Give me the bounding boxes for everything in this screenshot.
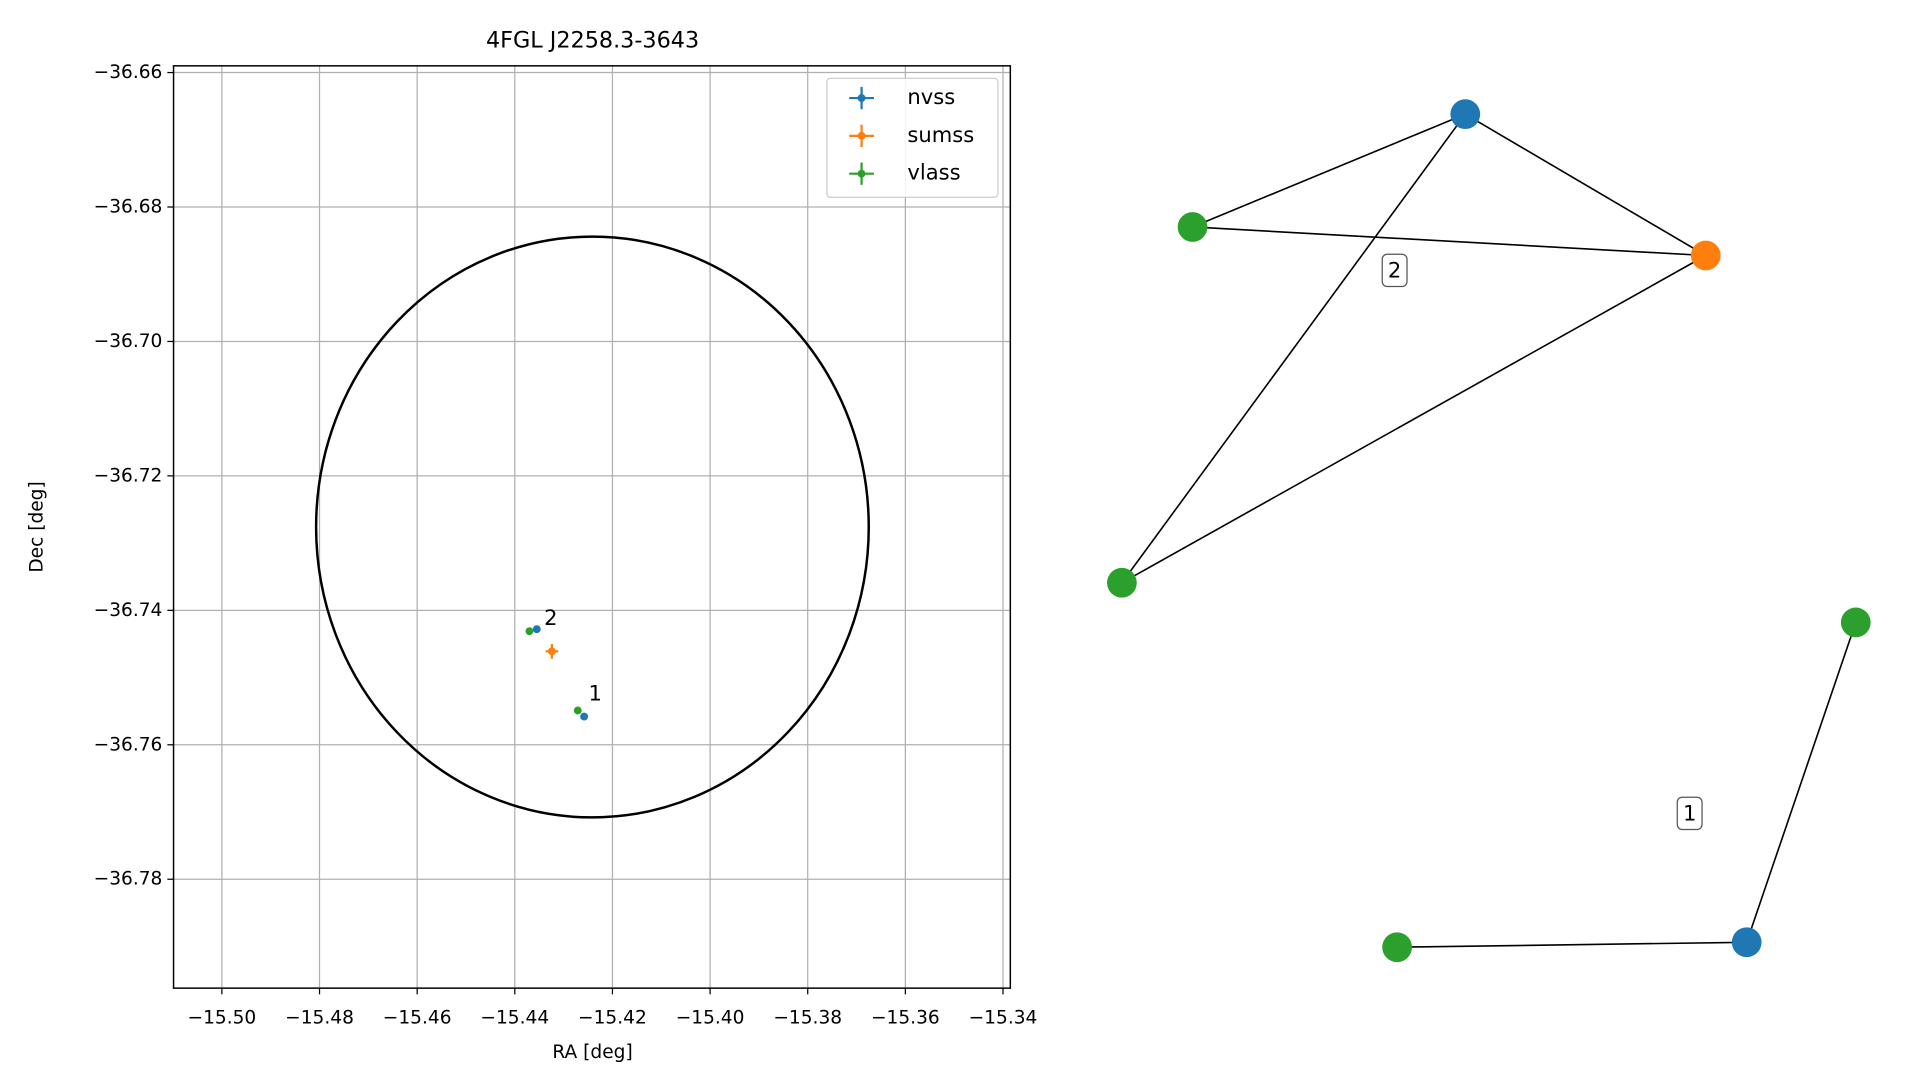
graph-node bbox=[1450, 99, 1481, 130]
x-axis-label: RA [deg] bbox=[552, 1042, 632, 1063]
legend-label: vlass bbox=[907, 160, 960, 185]
y-tick-label: −36.72 bbox=[94, 465, 163, 486]
graph-label: 1 bbox=[1683, 801, 1696, 826]
graph-node bbox=[1690, 240, 1721, 271]
legend-label: sumss bbox=[907, 122, 974, 147]
y-tick-label: −36.76 bbox=[94, 734, 163, 755]
graph-edge bbox=[1192, 113, 1466, 228]
graph-edge bbox=[1397, 941, 1747, 949]
annotation: 1 bbox=[589, 680, 602, 705]
y-tick-label: −36.70 bbox=[94, 331, 163, 352]
x-tick-label: −15.40 bbox=[676, 1007, 745, 1028]
x-tick-label: −15.34 bbox=[969, 1007, 1038, 1028]
x-tick-label: −15.36 bbox=[871, 1007, 940, 1028]
y-tick-label: −36.68 bbox=[94, 196, 163, 217]
graph-label: 2 bbox=[1388, 258, 1401, 283]
graph-label-box bbox=[1676, 796, 1703, 831]
axes-frame bbox=[172, 65, 1012, 989]
chart-title: 4FGL J2258.3-3643 bbox=[486, 28, 699, 54]
annotation: 2 bbox=[544, 605, 557, 630]
x-tick-label: −15.42 bbox=[578, 1007, 647, 1028]
graph-edge bbox=[1121, 113, 1466, 584]
graph-label-box bbox=[1381, 253, 1408, 288]
legend-label: nvss bbox=[907, 84, 955, 109]
point bbox=[525, 627, 534, 636]
y-tick-label: −36.74 bbox=[94, 600, 163, 621]
graph-node bbox=[1177, 212, 1208, 242]
graph-node bbox=[1731, 927, 1762, 958]
legend-marker bbox=[857, 94, 866, 103]
y-axis-label: Dec [deg] bbox=[27, 481, 48, 572]
point bbox=[547, 647, 556, 656]
x-tick-label: −15.50 bbox=[188, 1007, 257, 1028]
graph-node bbox=[1382, 932, 1412, 963]
graph-node bbox=[1107, 567, 1137, 598]
graph-edge bbox=[1464, 113, 1707, 257]
x-tick-label: −15.46 bbox=[383, 1007, 452, 1028]
x-tick-label: −15.38 bbox=[773, 1007, 842, 1028]
graph-node bbox=[1840, 607, 1871, 638]
legend-marker bbox=[857, 169, 866, 178]
x-tick-label: −15.44 bbox=[480, 1007, 549, 1028]
point bbox=[580, 712, 589, 721]
x-tick-label: −15.48 bbox=[285, 1007, 354, 1028]
position-circle bbox=[314, 235, 870, 819]
y-tick-label: −36.78 bbox=[94, 869, 163, 890]
legend-marker bbox=[857, 131, 866, 140]
graph-edge bbox=[1192, 226, 1706, 257]
legend-box bbox=[826, 77, 999, 198]
graph-edge bbox=[1745, 622, 1857, 943]
y-tick-label: −36.66 bbox=[94, 62, 163, 83]
point bbox=[573, 706, 582, 715]
graph-edge bbox=[1121, 254, 1707, 584]
point bbox=[532, 625, 541, 634]
